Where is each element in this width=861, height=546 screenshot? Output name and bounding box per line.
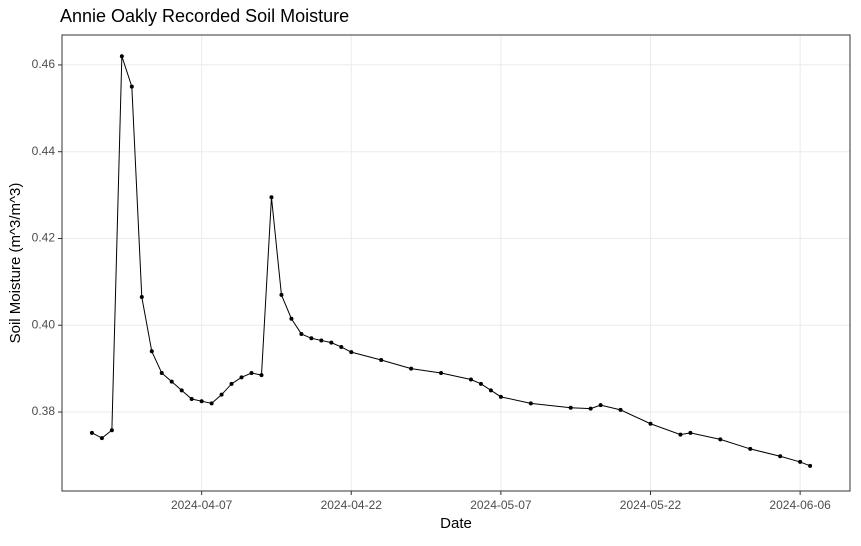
data-point bbox=[618, 407, 623, 412]
x-tick-label: 2024-06-06 bbox=[769, 498, 831, 512]
data-point bbox=[349, 350, 354, 355]
data-point bbox=[329, 340, 334, 345]
x-tick-label: 2024-04-07 bbox=[171, 498, 233, 512]
data-point bbox=[688, 430, 693, 435]
data-point bbox=[409, 366, 414, 371]
data-point bbox=[289, 316, 294, 321]
y-tick-label: 0.42 bbox=[32, 231, 56, 245]
data-point bbox=[119, 54, 124, 59]
data-point bbox=[808, 463, 813, 468]
data-point bbox=[249, 370, 254, 375]
data-point bbox=[169, 379, 174, 384]
data-point bbox=[239, 375, 244, 380]
data-point bbox=[109, 428, 114, 433]
chart-title: Annie Oakly Recorded Soil Moisture bbox=[60, 6, 349, 26]
data-point bbox=[219, 392, 224, 397]
data-point bbox=[139, 295, 144, 300]
data-point bbox=[189, 397, 194, 402]
data-point bbox=[309, 336, 314, 341]
x-tick-label: 2024-04-22 bbox=[321, 498, 383, 512]
data-point bbox=[379, 357, 384, 362]
data-point bbox=[159, 370, 164, 375]
data-point bbox=[598, 403, 603, 408]
data-point bbox=[99, 436, 104, 441]
data-point bbox=[678, 432, 683, 437]
data-point bbox=[648, 421, 653, 426]
data-point bbox=[748, 446, 753, 451]
data-point bbox=[199, 399, 204, 404]
data-point bbox=[209, 401, 214, 406]
y-tick-label: 0.46 bbox=[32, 57, 56, 71]
data-point bbox=[319, 338, 324, 343]
x-axis-label: Date bbox=[440, 515, 472, 532]
y-tick-label: 0.44 bbox=[32, 144, 56, 158]
data-point bbox=[339, 344, 344, 349]
data-point bbox=[478, 381, 483, 386]
data-point bbox=[269, 195, 274, 200]
data-point bbox=[439, 370, 444, 375]
data-line bbox=[91, 56, 811, 467]
y-axis-label: Soil Moisture (m^3/m^3) bbox=[7, 183, 24, 344]
data-point bbox=[149, 349, 154, 354]
data-point bbox=[528, 401, 533, 406]
data-point bbox=[259, 373, 264, 378]
data-point bbox=[129, 84, 134, 89]
x-tick-label: 2024-05-07 bbox=[470, 498, 532, 512]
data-point bbox=[468, 377, 473, 382]
data-point bbox=[718, 437, 723, 442]
data-point bbox=[279, 292, 284, 297]
y-tick-label: 0.38 bbox=[32, 404, 56, 418]
data-point bbox=[778, 454, 783, 459]
data-point bbox=[89, 430, 94, 435]
y-tick-label: 0.40 bbox=[32, 317, 56, 331]
data-point bbox=[229, 381, 234, 386]
data-point bbox=[798, 459, 803, 464]
x-tick-label: 2024-05-22 bbox=[620, 498, 682, 512]
data-point bbox=[488, 388, 493, 393]
data-point bbox=[498, 394, 503, 399]
data-point bbox=[179, 388, 184, 393]
data-point bbox=[588, 406, 593, 411]
plot-border bbox=[61, 34, 851, 492]
data-point bbox=[299, 331, 304, 336]
data-point bbox=[568, 405, 573, 410]
